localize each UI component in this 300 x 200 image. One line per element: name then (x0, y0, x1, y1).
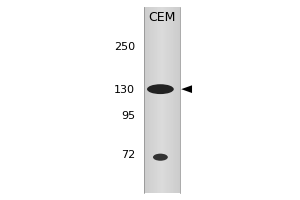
Bar (163, 7, 164, 193)
Bar (158, 7, 159, 193)
Text: 250: 250 (114, 42, 135, 52)
Bar (166, 7, 167, 193)
Bar (171, 7, 172, 193)
Bar (165, 7, 166, 193)
Bar (146, 7, 147, 193)
Bar (175, 7, 176, 193)
Bar (177, 7, 178, 193)
Bar (149, 7, 150, 193)
Bar (176, 7, 177, 193)
Ellipse shape (153, 154, 168, 161)
Text: 72: 72 (121, 150, 135, 160)
Bar (147, 7, 148, 193)
Bar (151, 7, 152, 193)
Bar (157, 7, 158, 193)
Text: 130: 130 (114, 85, 135, 95)
Bar (154, 7, 155, 193)
Text: 95: 95 (121, 111, 135, 121)
Bar (164, 7, 165, 193)
Bar (179, 7, 180, 193)
Bar (145, 7, 146, 193)
Bar (159, 7, 160, 193)
Bar (168, 7, 169, 193)
Bar (155, 7, 156, 193)
Bar (162, 7, 163, 193)
Bar (160, 7, 161, 193)
Ellipse shape (147, 84, 174, 94)
Bar (174, 7, 175, 193)
Bar (173, 7, 174, 193)
Bar (148, 7, 149, 193)
Bar (172, 7, 173, 193)
Bar (178, 7, 179, 193)
Text: CEM: CEM (148, 11, 175, 24)
Bar (152, 7, 153, 193)
Polygon shape (181, 85, 192, 93)
Bar (161, 7, 162, 193)
Bar (150, 7, 151, 193)
Bar (153, 7, 154, 193)
Bar (169, 7, 170, 193)
Bar (156, 7, 157, 193)
Bar (170, 7, 171, 193)
Bar (144, 7, 145, 193)
Bar (167, 7, 168, 193)
